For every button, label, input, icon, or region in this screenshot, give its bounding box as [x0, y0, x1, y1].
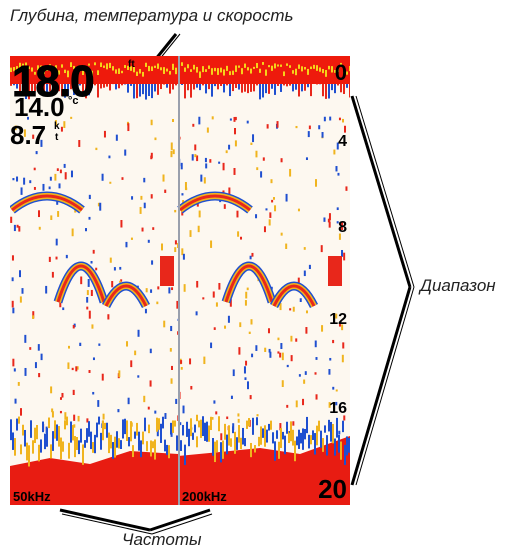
- frequency-label-left: 50kHz: [13, 489, 51, 504]
- split-divider: [178, 56, 180, 505]
- depth-scale-mark: 4: [338, 133, 347, 150]
- fish-arch: [10, 191, 85, 214]
- temperature-reading: 14.0: [14, 92, 65, 122]
- callout-line-range-bottom: [350, 286, 412, 486]
- caption-depth-temperature-speed: Глубина, температура и скорость: [10, 6, 294, 25]
- callout-line-freq-left: [59, 508, 151, 532]
- callout-line-freq-right: [149, 508, 211, 532]
- fish-arch: [53, 261, 109, 304]
- frequency-label-right: 200kHz: [182, 489, 227, 504]
- fish-arch: [221, 261, 277, 304]
- depth-scale-top: 0: [334, 60, 347, 85]
- fish-arch: [269, 281, 319, 309]
- depth-reading: 18.0: [12, 57, 96, 106]
- depth-scale-mark: 12: [329, 311, 347, 328]
- fishfinder-screen: 18.0 ft 14.0 °c 8.7 k t 0 4 8 12 16 20 5…: [10, 56, 350, 505]
- speed-unit-top: k: [54, 121, 60, 132]
- caption-range: Диапазон: [420, 276, 496, 295]
- bottom-return-left: [10, 451, 178, 505]
- depth-scale-mark: 16: [329, 400, 347, 417]
- fish-arch: [177, 191, 253, 214]
- callout-line-range-top: [350, 95, 412, 288]
- speed-reading: 8.7: [10, 120, 47, 150]
- depth-scale-mark: 8: [338, 219, 347, 236]
- depth-scale-bottom: 20: [318, 474, 347, 504]
- caption-frequencies: Частоты: [122, 530, 202, 549]
- depth-unit: ft: [128, 59, 135, 70]
- sonar-display: [10, 56, 350, 505]
- speed-unit-bottom: t: [55, 132, 59, 143]
- fish-arch: [101, 281, 151, 309]
- fish-mark: [160, 256, 174, 286]
- temperature-unit: °c: [68, 95, 79, 107]
- fish-mark: [328, 256, 342, 286]
